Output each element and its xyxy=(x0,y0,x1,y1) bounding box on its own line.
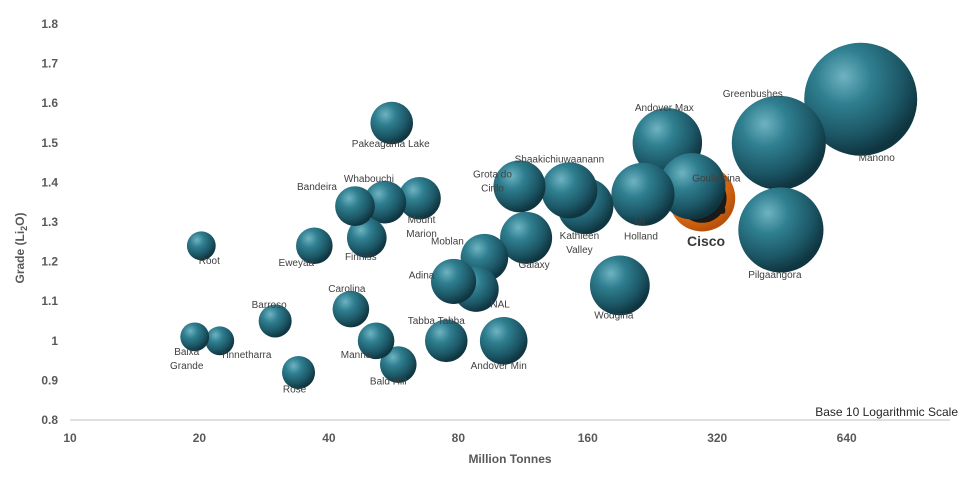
y-tick-label: 1.5 xyxy=(41,136,58,150)
label-mount-marion-line1: Mount xyxy=(408,215,436,226)
bubble-yinnetharra xyxy=(205,326,235,356)
x-tick-label: 320 xyxy=(707,431,727,445)
bubble-greenbushes xyxy=(731,95,826,190)
label-yinnetharra: Yinnetharra xyxy=(220,350,272,361)
label-pilgaangora: Pilgaangora xyxy=(748,270,802,281)
label-grota-do-cirilo-line2: Cirilo xyxy=(481,183,504,194)
label-eweyaa: Eweyaa xyxy=(279,258,315,269)
label-shaakichiuwaanann: Shaakichiuwaanann xyxy=(515,154,605,165)
y-tick-label: 1 xyxy=(51,334,58,348)
label-whabouchi: Whabouchi xyxy=(344,174,394,185)
label-bandeira: Bandeira xyxy=(297,182,337,193)
label-mount-marion-line2: Marion xyxy=(406,229,437,240)
bubble-pakeagama-lake xyxy=(370,101,414,145)
label-grota-do-cirilo-line1: Grota do xyxy=(473,169,512,180)
y-tick-label: 1.3 xyxy=(41,215,58,229)
bubble-baixa-grande xyxy=(180,322,210,352)
y-tick-label: 0.9 xyxy=(41,373,58,387)
bubble-root xyxy=(186,231,216,261)
x-tick-label: 640 xyxy=(837,431,857,445)
label-kathleen-valley-line2: Valley xyxy=(566,245,593,256)
x-tick-label: 10 xyxy=(63,431,77,445)
y-axis-title-tail: O) xyxy=(13,212,27,225)
bubble-mt-holland xyxy=(611,162,675,226)
label-andover-min: Andover Min xyxy=(471,361,527,372)
y-tick-label: 1.6 xyxy=(41,96,58,110)
label-finniss: Finniss xyxy=(345,252,377,263)
label-manna: Manna xyxy=(341,350,372,361)
x-tick-label: 20 xyxy=(193,431,207,445)
y-axis-title-main: Grade (Li xyxy=(13,231,27,284)
label-galaxy: Galaxy xyxy=(519,260,550,271)
label-carolina: Carolina xyxy=(328,284,366,295)
label-tabba-tabba: Tabba Tabba xyxy=(408,316,466,327)
y-tick-label: 1.2 xyxy=(41,255,58,269)
bubble-bald-hill xyxy=(379,346,417,383)
y-tick-label: 0.8 xyxy=(41,413,58,427)
x-tick-label: 40 xyxy=(322,431,336,445)
label-root: Root xyxy=(199,256,220,267)
label-baixa-grande-line1: Baixa xyxy=(174,347,199,358)
bubble-finniss xyxy=(346,217,387,258)
label-mt-holland-line2: Holland xyxy=(624,231,658,242)
label-cisco: Cisco xyxy=(687,233,725,249)
label-pakeagama-lake: Pakeagama Lake xyxy=(352,139,430,150)
bubble-layer xyxy=(180,42,918,389)
label-layer: Manono Greenbushes Pilgaangora Andover Max C… xyxy=(170,89,895,396)
bubble-pilgaangora xyxy=(738,187,824,273)
label-moblan: Moblan xyxy=(431,237,464,248)
bubble-manna xyxy=(357,322,395,360)
bubble-carolina xyxy=(332,290,370,328)
bubble-adina xyxy=(431,258,477,304)
label-andover-max: Andover Max xyxy=(635,103,694,114)
y-tick-label: 1.4 xyxy=(41,175,58,189)
label-adina: Adina xyxy=(409,270,435,281)
y-tick-label: 1.8 xyxy=(41,17,58,31)
chart-axes: 10 20 40 80 160 320 640 0.8 0.9 1 1.1 1.2 1.3 1.4 1.5 1… xyxy=(41,17,950,445)
label-goulamina: Goulamina xyxy=(692,173,741,184)
bubble-wodgina xyxy=(589,255,650,316)
label-nal: NAL xyxy=(490,299,510,310)
y-axis-title: Grade (Li2O) xyxy=(13,212,29,283)
bubble-mount-marion xyxy=(398,176,441,220)
x-axis-title: Million Tonnes xyxy=(468,452,551,466)
label-manono: Manono xyxy=(859,153,896,164)
bubble-barroso xyxy=(258,304,292,338)
label-wodgina: Wodgina xyxy=(594,310,634,321)
label-mt-holland-line1: Mt. xyxy=(634,217,648,228)
bubble-rose xyxy=(282,355,316,389)
bubble-whabouchi xyxy=(363,180,407,224)
bubble-grota-do-cirilo xyxy=(493,160,546,213)
y-tick-label: 1.7 xyxy=(41,57,58,71)
label-kathleen-valley-line1: Kathleen xyxy=(560,231,599,242)
bubble-bandeira xyxy=(335,186,375,227)
x-tick-label: 160 xyxy=(578,431,598,445)
bubble-manono xyxy=(804,42,918,156)
bubble-tabba-tabba xyxy=(424,319,468,363)
bubble-galaxy xyxy=(500,211,553,264)
bubble-shaakichiuwaanann xyxy=(541,162,598,219)
label-barroso: Barroso xyxy=(252,300,287,311)
bubble-goulamina xyxy=(659,153,726,220)
bubble-andover-min xyxy=(479,317,528,365)
y-tick-label: 1.1 xyxy=(41,294,58,308)
bubble-eweyaa xyxy=(296,227,333,265)
scale-note: Base 10 Logarithmic Scale xyxy=(815,405,958,419)
x-tick-label: 80 xyxy=(452,431,466,445)
label-greenbushes: Greenbushes xyxy=(723,89,783,100)
label-bald-hill: Bald Hill xyxy=(370,377,407,388)
label-baixa-grande-line2: Grande xyxy=(170,361,204,372)
y-axis-title-subscript: 2 xyxy=(19,226,29,231)
label-rose: Rose xyxy=(283,384,307,395)
